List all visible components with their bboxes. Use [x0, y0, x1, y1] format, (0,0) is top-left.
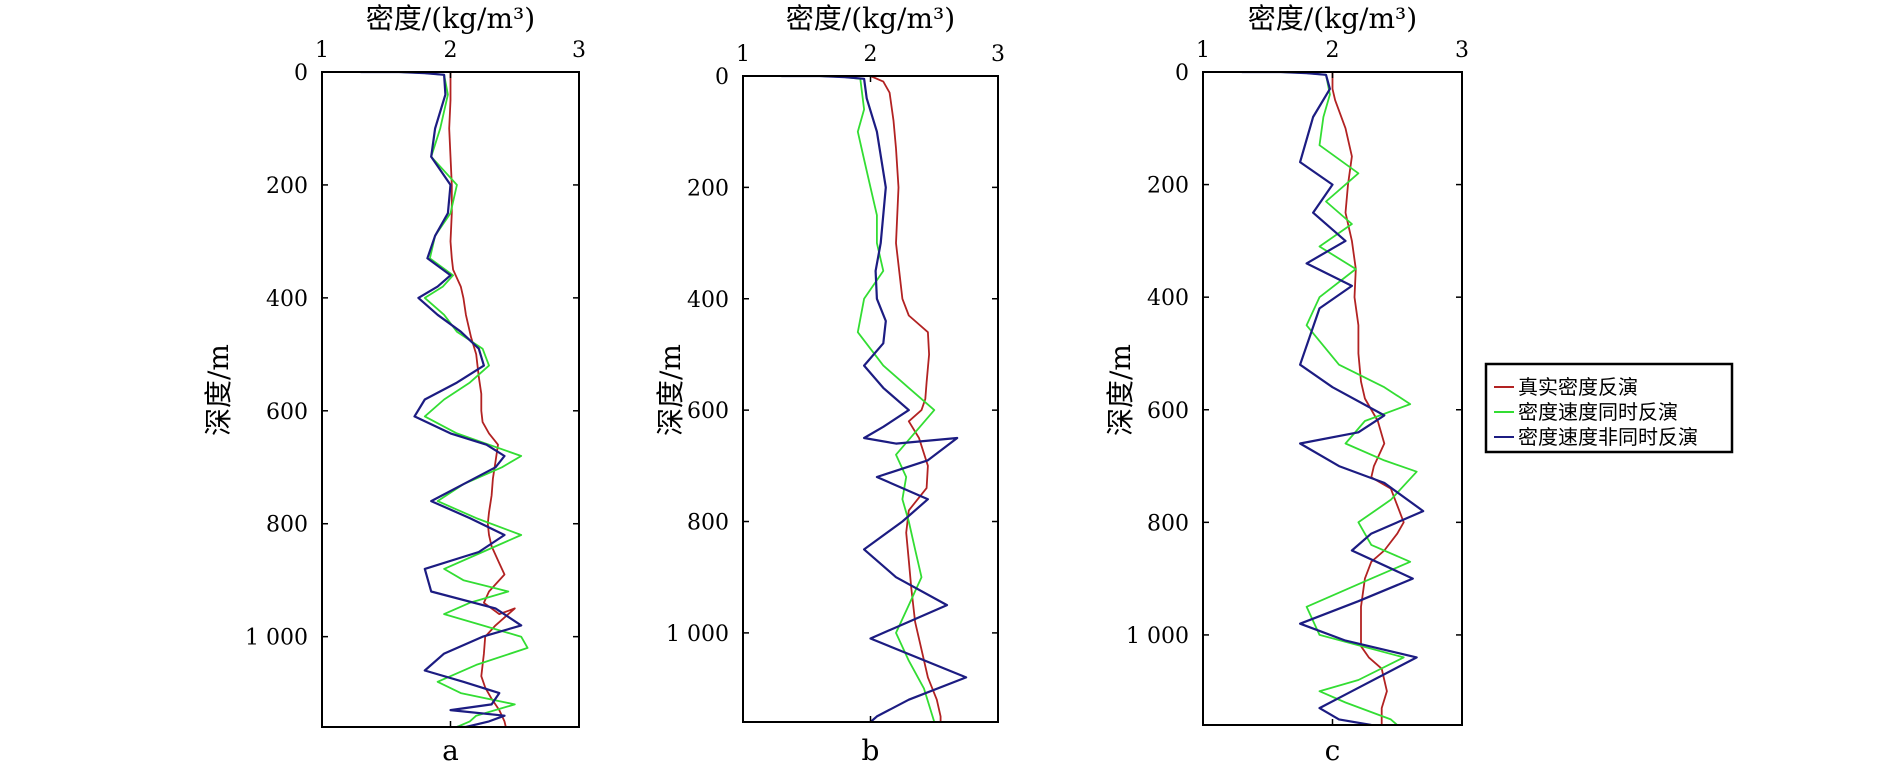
series-line-a-1	[448, 72, 516, 727]
legend-label-2: 密度速度同时反演	[1518, 400, 1678, 424]
y-tick-label-a: 800	[266, 513, 308, 538]
x-axis-title-b: 密度/(kg/m³)	[786, 2, 955, 35]
x-tick-label-b: 3	[991, 42, 1005, 67]
series-line-b-3	[781, 76, 968, 722]
y-tick-label-a: 0	[294, 61, 308, 86]
x-tick-label-a: 2	[444, 38, 458, 63]
series-line-b-2	[781, 76, 936, 722]
y-tick-label-a: 600	[266, 400, 308, 425]
x-tick-label-b: 2	[864, 42, 878, 67]
y-tick-label-b: 200	[687, 176, 729, 201]
plot-frame-b	[742, 75, 999, 723]
x-axis-title-a: 密度/(kg/m³)	[366, 2, 535, 35]
chart-panel-b: 1 2 3 0 200 400 600 800 1 000 密度/(kg/m³) 深度/m b	[654, 2, 1005, 767]
y-tick-label-c: 600	[1147, 399, 1189, 424]
legend-label-1: 真实密度反演	[1518, 375, 1638, 399]
series-line-c-3	[1241, 72, 1425, 725]
series-line-c-1	[1331, 72, 1405, 725]
x-tick-label-a: 1	[315, 38, 329, 63]
y-axis-title-a: 深度/m	[202, 344, 235, 436]
series-line-b-1	[870, 76, 942, 722]
y-axis-title-b: 深度/m	[654, 344, 687, 436]
y-tick-label-c: 1 000	[1126, 624, 1189, 649]
plot-frame-c	[1202, 71, 1463, 726]
panel-label-b: b	[862, 734, 880, 767]
legend-label-3: 密度速度非同时反演	[1518, 425, 1698, 449]
x-tick-label-a: 3	[572, 38, 586, 63]
y-axis-title-c: 深度/m	[1104, 344, 1137, 436]
series-line-a-2	[360, 72, 529, 727]
y-tick-label-b: 0	[715, 65, 729, 90]
y-tick-label-b: 600	[687, 399, 729, 424]
legend-box	[1484, 362, 1734, 454]
x-tick-label-b: 1	[736, 42, 750, 67]
y-tick-label-c: 0	[1175, 61, 1189, 86]
series-line-a-3	[360, 72, 523, 727]
chart-panel-a: 1 2 3 0 200 400 600 800 1 000 密度/(kg/m³) 深度/m a	[202, 2, 586, 767]
y-tick-label-a: 400	[266, 287, 308, 312]
y-tick-label-c: 400	[1147, 286, 1189, 311]
panel-label-a: a	[442, 734, 459, 767]
x-tick-label-c: 2	[1326, 38, 1340, 63]
x-axis-title-c: 密度/(kg/m³)	[1248, 2, 1417, 35]
panel-label-c: c	[1325, 734, 1341, 767]
x-tick-label-c: 1	[1196, 38, 1210, 63]
y-tick-label-c: 200	[1147, 174, 1189, 199]
chart-panel-c: 1 2 3 0 200 400 600 800 1 000 密度/(kg/m³) 深度/m c	[1104, 2, 1469, 767]
y-tick-label-c: 800	[1147, 511, 1189, 536]
series-line-c-2	[1241, 72, 1418, 725]
y-tick-label-b: 800	[687, 511, 729, 536]
y-tick-label-a: 1 000	[245, 626, 308, 651]
y-tick-label-b: 1 000	[666, 622, 729, 647]
y-tick-label-a: 200	[266, 174, 308, 199]
y-tick-label-b: 400	[687, 288, 729, 313]
x-tick-label-c: 3	[1455, 38, 1469, 63]
